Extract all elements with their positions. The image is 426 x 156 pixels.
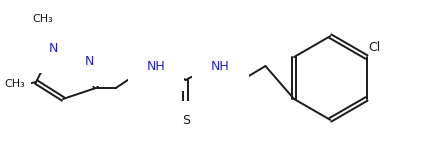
Text: N: N (84, 55, 93, 68)
Text: Cl: Cl (368, 41, 380, 54)
Text: CH₃: CH₃ (4, 79, 25, 89)
Text: N: N (48, 42, 58, 55)
Text: NH: NH (146, 60, 165, 73)
Text: S: S (181, 114, 189, 127)
Text: CH₃: CH₃ (33, 14, 53, 24)
Text: NH: NH (211, 60, 230, 73)
